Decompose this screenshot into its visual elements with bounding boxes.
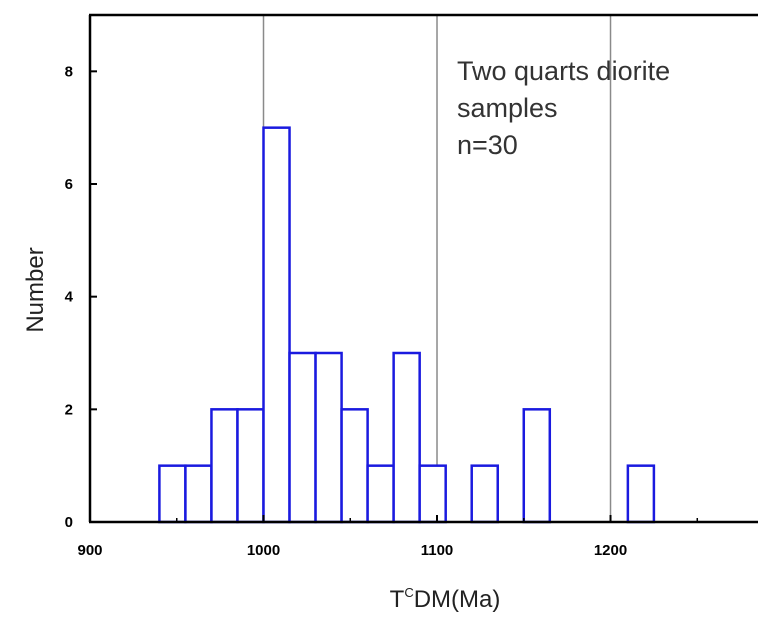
x-axis-title-main: DM(Ma) — [414, 586, 501, 613]
bar-6 — [288, 351, 317, 524]
x-tick-label-1100: 1100 — [421, 542, 454, 559]
y-axis-title: Number — [22, 247, 49, 332]
histogram-bars — [158, 126, 656, 524]
bar-12 — [470, 464, 499, 524]
annotation-line-1: Two quarts diorite — [457, 56, 670, 86]
plot-frame — [88, 13, 758, 524]
y-tick-label-0: 0 — [65, 514, 73, 531]
bar-1 — [158, 464, 187, 524]
x-axis-title: TCDM(Ma) — [390, 585, 501, 613]
x-axis-title-superscript: C — [404, 585, 413, 600]
bar-5 — [262, 126, 291, 524]
bar-9 — [366, 464, 395, 524]
bar-3 — [210, 408, 239, 524]
bar-11 — [418, 464, 447, 524]
annotation-line-3: n=30 — [457, 130, 518, 160]
bar-7 — [314, 351, 343, 524]
bar-13 — [522, 408, 552, 524]
x-tick-label-900: 900 — [77, 542, 102, 559]
bar-4 — [236, 408, 265, 524]
x-axis-title-prefix: T — [390, 586, 405, 613]
axis-ticks: 900 1000 1100 1200 0 2 4 6 8 — [65, 63, 699, 559]
bar-10 — [392, 351, 421, 524]
x-tick-label-1200: 1200 — [594, 542, 627, 559]
y-tick-label-6: 6 — [65, 176, 73, 193]
bar-14 — [626, 464, 656, 524]
y-tick-label-4: 4 — [65, 289, 74, 306]
y-tick-label-2: 2 — [65, 401, 73, 418]
x-tick-label-1000: 1000 — [247, 542, 280, 559]
annotation-line-2: samples — [457, 93, 558, 123]
y-tick-label-8: 8 — [65, 63, 73, 80]
annotation: Two quarts diorite samples n=30 — [457, 56, 670, 160]
bar-8 — [340, 408, 369, 524]
bar-2 — [184, 464, 213, 524]
